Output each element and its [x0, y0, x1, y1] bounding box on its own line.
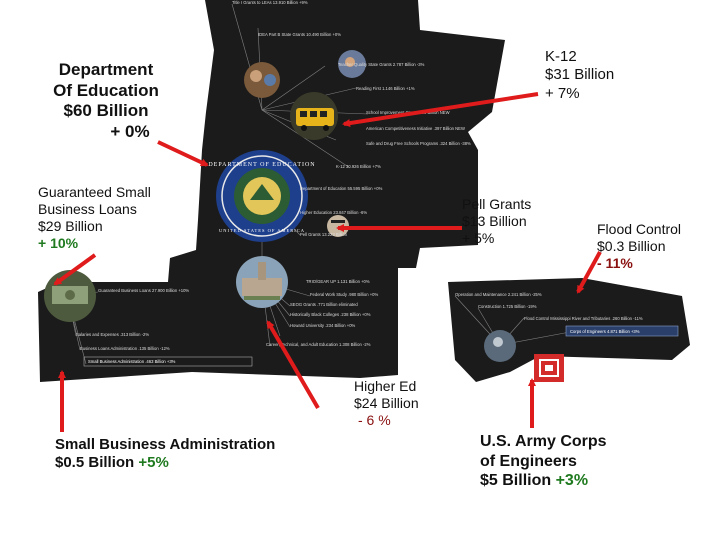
svg-text:DEPARTMENT OF EDUCATION: DEPARTMENT OF EDUCATION [208, 162, 315, 168]
map-text: K-12 30.926 Billion +7% [336, 164, 381, 169]
callout-doe: Department Of Education $60 Billion + 0% [53, 60, 159, 142]
map-text: Operation and Maintenance 2.241 Billion … [455, 292, 542, 297]
photo-bubble-kids [338, 50, 366, 78]
map-text: Corps of Engineers 4.871 Billion +3% [570, 329, 640, 334]
map-text: American Competitiveness Initiative .397… [366, 126, 465, 131]
map-text: Howard University .234 Billion +0% [290, 323, 356, 328]
photo-bubble-university [236, 256, 288, 308]
callout-higher-ed: Higher Ed $24 Billion - 6 % [354, 378, 419, 429]
map-text: Flood Control Mississippi River and Trib… [524, 316, 643, 321]
map-text: Career, Technical, and Adult Education 1… [266, 342, 371, 347]
callout-arrows [53, 92, 602, 432]
map-text: Higher Education 23.847 Billion -6% [300, 210, 367, 215]
photo-bubble-money [44, 270, 96, 322]
map-text: Federal Work Study .980 Billion +0% [310, 292, 379, 297]
callout-corps: U.S. Army Corps of Engineers $5 Billion … [480, 433, 607, 490]
photo-bubble-school-bus [290, 92, 338, 140]
callout-k12: K-12 $31 Billion + 7% [545, 48, 615, 102]
callout-corps-amount: $5 Billion +3% [480, 472, 589, 490]
map-text: TRIO/GEAR UP 1.131 Billion +0% [306, 279, 370, 284]
callout-guaranteed-loans: Guaranteed Small Business Loans $29 Bill… [38, 184, 151, 252]
corps-of-engineers-logo [534, 354, 564, 382]
photo-bubble-corps [484, 330, 516, 362]
map-text: Business Loans Administration .135 Billi… [80, 346, 170, 351]
map-text: Construction 1.725 Billion -19% [478, 304, 537, 309]
map-text-group: Title I Grants to LEAs 13.910 Billion +9… [76, 0, 679, 367]
callout-sba-amount: $0.5 Billion +5% [55, 454, 169, 472]
map-text: Teacher Quality State Grants 2.787 Billi… [338, 62, 425, 67]
map-text: Historically Black Colleges .238 Billion… [290, 312, 371, 317]
callout-pell-grants: Pell Grants $13 Billion + 5% [462, 196, 532, 247]
map-text: IDEA Part B State Grants 10.490 Billion … [258, 32, 341, 37]
callout-flood-control: Flood Control $0.3 Billion - 11% [597, 221, 682, 272]
photo-bubble-students [244, 62, 280, 98]
map-text: Guaranteed Business Loans 27.900 Billion… [98, 288, 189, 293]
map-text: Title I Grants to LEAs 13.910 Billion +9… [232, 0, 308, 5]
doe-seal-icon: DEPARTMENT OF EDUCATION UNITED STATES OF… [208, 150, 315, 242]
map-text: Salaries and Expenses .313 Billion -2% [76, 332, 149, 337]
map-text: Small Business Administration .463 Billi… [88, 359, 176, 364]
map-text: SEOG Grants .771 Billion eliminated [290, 302, 358, 307]
svg-text:UNITED STATES OF AMERICA: UNITED STATES OF AMERICA [219, 228, 305, 233]
map-text: Department of Education 55.595 Billion +… [300, 186, 383, 191]
map-text: Reading First 1.146 Billion +1% [356, 86, 415, 91]
callout-sba: Small Business Administration $0.5 Billi… [55, 436, 276, 472]
map-text: Safe and Drug Free Schools Programs .324… [366, 141, 471, 146]
map-text: Pell Grants 13.223 Billion [300, 232, 348, 237]
